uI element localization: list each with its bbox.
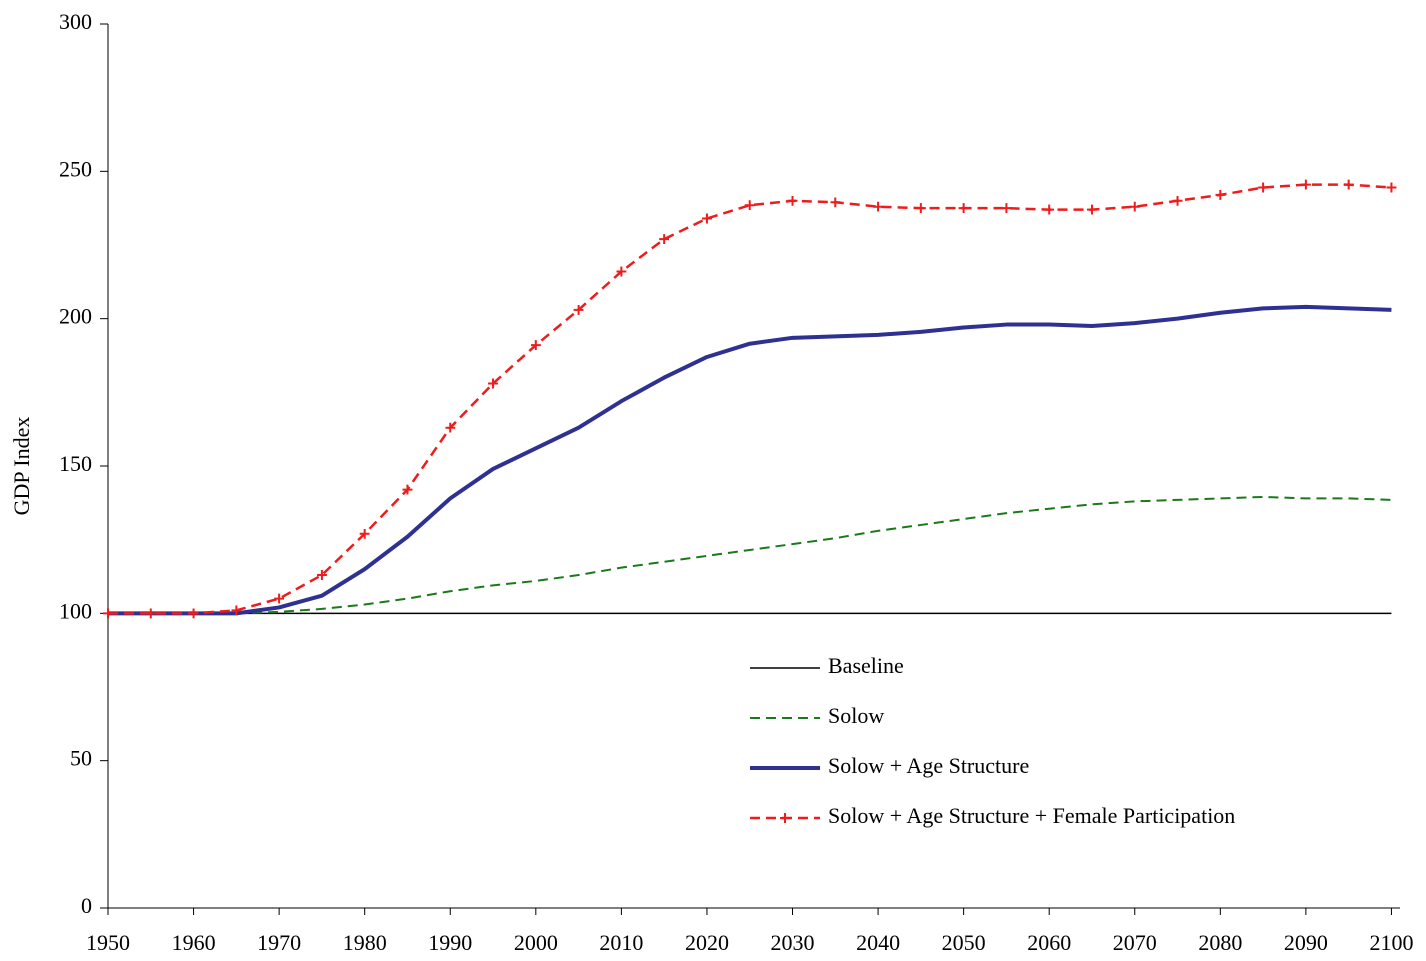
y-tick-label: 250 [59,156,92,181]
x-tick-label: 2080 [1198,930,1242,955]
x-tick-label: 2050 [942,930,986,955]
y-axis-label: GDP Index [9,417,34,516]
x-tick-label: 2010 [599,930,643,955]
series-line [103,179,1397,619]
series-line [108,495,1392,615]
y-tick-label: 0 [81,893,92,918]
x-tick-label: 2000 [514,930,558,955]
y-tick-label: 300 [59,9,92,34]
x-tick-label: 2020 [685,930,729,955]
series-line [108,304,1392,616]
x-tick-label: 1960 [172,930,216,955]
x-tick-label: 2100 [1369,930,1413,955]
y-tick-label: 200 [59,304,92,329]
y-tick-label: 100 [59,598,92,623]
y-tick-label: 50 [70,746,92,771]
legend-label: Solow + Age Structure [828,753,1029,778]
legend-label: Baseline [828,653,904,678]
legend-label: Solow [828,703,884,728]
y-tick-label: 150 [59,451,92,476]
x-tick-label: 2090 [1284,930,1328,955]
legend-label: Solow + Age Structure + Female Participa… [828,803,1235,828]
x-tick-label: 1980 [343,930,387,955]
x-tick-label: 1990 [428,930,472,955]
x-tick-label: 2060 [1027,930,1071,955]
x-tick-label: 2030 [771,930,815,955]
x-tick-label: 1950 [86,930,130,955]
x-tick-label: 2040 [856,930,900,955]
x-tick-label: 1970 [257,930,301,955]
x-tick-label: 2070 [1113,930,1157,955]
